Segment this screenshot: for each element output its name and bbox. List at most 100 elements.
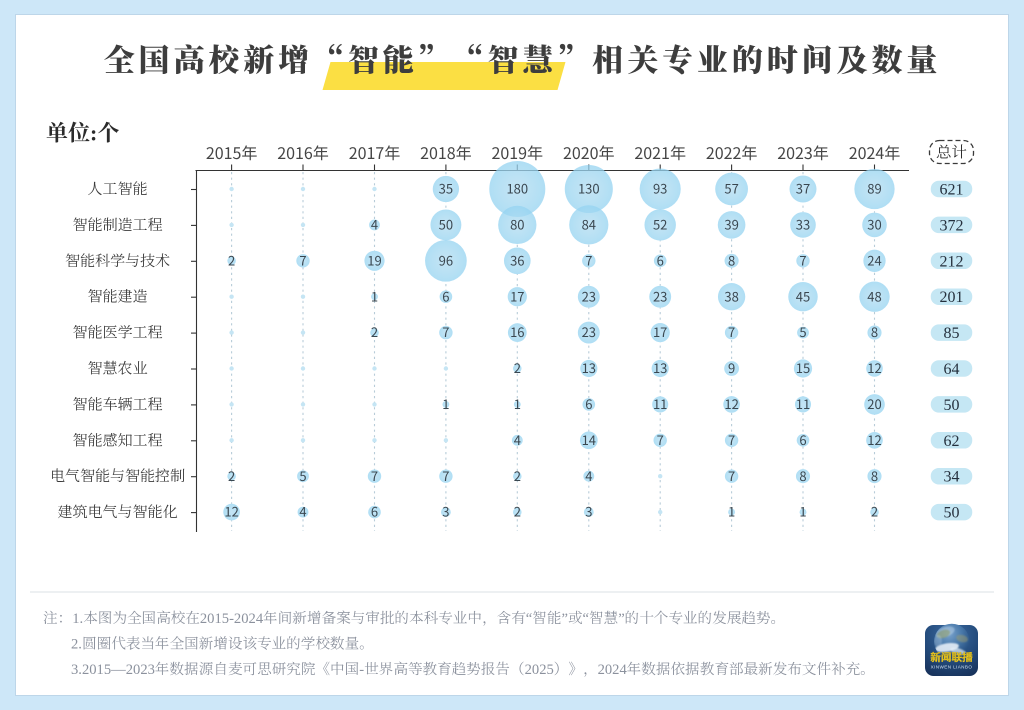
svg-text:50: 50 (439, 215, 453, 234)
svg-text:注：1.本图为全国高校在2015-2024年间新增备案与审批: 注：1.本图为全国高校在2015-2024年间新增备案与审批的本科专业中，含有“… (43, 607, 785, 628)
svg-text:62: 62 (944, 433, 960, 450)
svg-text:单位:个: 单位:个 (46, 117, 119, 148)
svg-text:39: 39 (724, 215, 738, 234)
svg-text:23: 23 (653, 286, 667, 305)
svg-text:33: 33 (796, 215, 810, 234)
svg-text:2022年: 2022年 (706, 140, 758, 164)
svg-text:2: 2 (514, 358, 521, 377)
svg-text:8: 8 (799, 466, 806, 485)
svg-text:4: 4 (585, 466, 592, 485)
svg-text:50: 50 (944, 397, 960, 414)
svg-text:48: 48 (867, 286, 881, 305)
svg-text:130: 130 (578, 179, 600, 198)
svg-text:23: 23 (582, 322, 596, 341)
svg-text:35: 35 (439, 179, 453, 198)
svg-text:1: 1 (442, 394, 449, 413)
svg-text:8: 8 (728, 250, 735, 269)
svg-text:12: 12 (224, 502, 238, 521)
svg-text:372: 372 (940, 217, 964, 234)
svg-text:6: 6 (442, 286, 449, 305)
svg-text:6: 6 (799, 430, 806, 449)
svg-text:20: 20 (867, 394, 881, 413)
svg-text:2018年: 2018年 (420, 140, 472, 164)
svg-text:37: 37 (796, 179, 810, 198)
svg-text:9: 9 (728, 358, 735, 377)
svg-text:8: 8 (871, 466, 878, 485)
svg-text:64: 64 (944, 361, 960, 378)
svg-text:2016年: 2016年 (277, 140, 329, 164)
svg-text:80: 80 (510, 215, 524, 234)
svg-text:7: 7 (799, 250, 806, 269)
svg-text:4: 4 (371, 215, 378, 234)
svg-text:1: 1 (728, 502, 735, 521)
svg-text:2015年: 2015年 (206, 140, 258, 164)
svg-text:12: 12 (867, 430, 881, 449)
svg-text:7: 7 (299, 250, 306, 269)
svg-text:13: 13 (653, 358, 667, 377)
svg-text:45: 45 (796, 286, 810, 305)
svg-text:13: 13 (582, 358, 596, 377)
svg-text:6: 6 (657, 250, 664, 269)
svg-text:89: 89 (867, 179, 881, 198)
svg-text:2023年: 2023年 (777, 140, 829, 164)
svg-text:3: 3 (442, 502, 449, 521)
svg-text:智能建造: 智能建造 (87, 286, 147, 307)
svg-text:4: 4 (514, 430, 521, 449)
svg-text:1: 1 (799, 502, 806, 521)
svg-text:全国高校新增“智能”“智慧”相关专业的时间及数量: 全国高校新增“智能”“智慧”相关专业的时间及数量 (104, 35, 942, 80)
svg-text:3: 3 (585, 502, 592, 521)
svg-text:23: 23 (582, 286, 596, 305)
svg-text:2: 2 (228, 466, 235, 485)
svg-text:总计: 总计 (936, 141, 967, 163)
svg-text:2017年: 2017年 (349, 140, 401, 164)
svg-text:7: 7 (585, 250, 592, 269)
svg-text:38: 38 (724, 286, 738, 305)
svg-text:24: 24 (867, 250, 881, 269)
svg-text:180: 180 (506, 179, 528, 198)
svg-text:14: 14 (582, 430, 596, 449)
svg-text:17: 17 (653, 322, 667, 341)
svg-text:2: 2 (514, 502, 521, 521)
svg-text:12: 12 (867, 358, 881, 377)
svg-text:3.2015—2023年数据源自麦可思研究院《中国-世界高等: 3.2015—2023年数据源自麦可思研究院《中国-世界高等教育趋势报告（202… (71, 658, 875, 679)
svg-text:智慧农业: 智慧农业 (87, 358, 147, 379)
svg-text:36: 36 (510, 250, 524, 269)
svg-text:8: 8 (871, 322, 878, 341)
svg-text:智能制造工程: 智能制造工程 (72, 214, 162, 235)
svg-text:建筑电气与智能化: 建筑电气与智能化 (57, 501, 177, 522)
svg-text:17: 17 (510, 286, 524, 305)
svg-text:7: 7 (442, 322, 449, 341)
svg-text:6: 6 (371, 502, 378, 521)
svg-text:7: 7 (442, 466, 449, 485)
svg-text:15: 15 (796, 358, 810, 377)
svg-text:85: 85 (944, 325, 960, 342)
svg-text:50: 50 (944, 505, 960, 522)
svg-text:621: 621 (940, 182, 964, 199)
svg-text:84: 84 (582, 215, 596, 234)
svg-text:2021年: 2021年 (634, 140, 686, 164)
svg-text:6: 6 (585, 394, 592, 413)
svg-text:7: 7 (728, 430, 735, 449)
svg-text:人工智能: 人工智能 (87, 178, 147, 199)
svg-text:57: 57 (724, 179, 738, 198)
svg-text:5: 5 (799, 322, 806, 341)
svg-text:12: 12 (724, 394, 738, 413)
svg-text:2019年: 2019年 (492, 140, 544, 164)
svg-text:智能车辆工程: 智能车辆工程 (72, 393, 162, 414)
svg-text:5: 5 (299, 466, 306, 485)
svg-text:34: 34 (944, 469, 960, 486)
svg-text:93: 93 (653, 179, 667, 198)
svg-text:智能感知工程: 智能感知工程 (72, 429, 162, 450)
svg-text:19: 19 (367, 250, 381, 269)
svg-text:新闻联播: 新闻联播 (930, 650, 973, 665)
svg-text:智能医学工程: 智能医学工程 (72, 322, 162, 343)
svg-text:2.圆圈代表当年全国新增设该专业的学校数量。: 2.圆圈代表当年全国新增设该专业的学校数量。 (71, 633, 374, 654)
svg-text:52: 52 (653, 215, 667, 234)
svg-text:30: 30 (867, 215, 881, 234)
svg-text:智能科学与技术: 智能科学与技术 (65, 250, 170, 271)
svg-text:7: 7 (371, 466, 378, 485)
svg-text:XINWEN LIANBO: XINWEN LIANBO (931, 665, 973, 670)
svg-text:96: 96 (439, 250, 453, 269)
svg-text:电气智能与智能控制: 电气智能与智能控制 (50, 465, 185, 486)
svg-text:2020年: 2020年 (563, 140, 615, 164)
